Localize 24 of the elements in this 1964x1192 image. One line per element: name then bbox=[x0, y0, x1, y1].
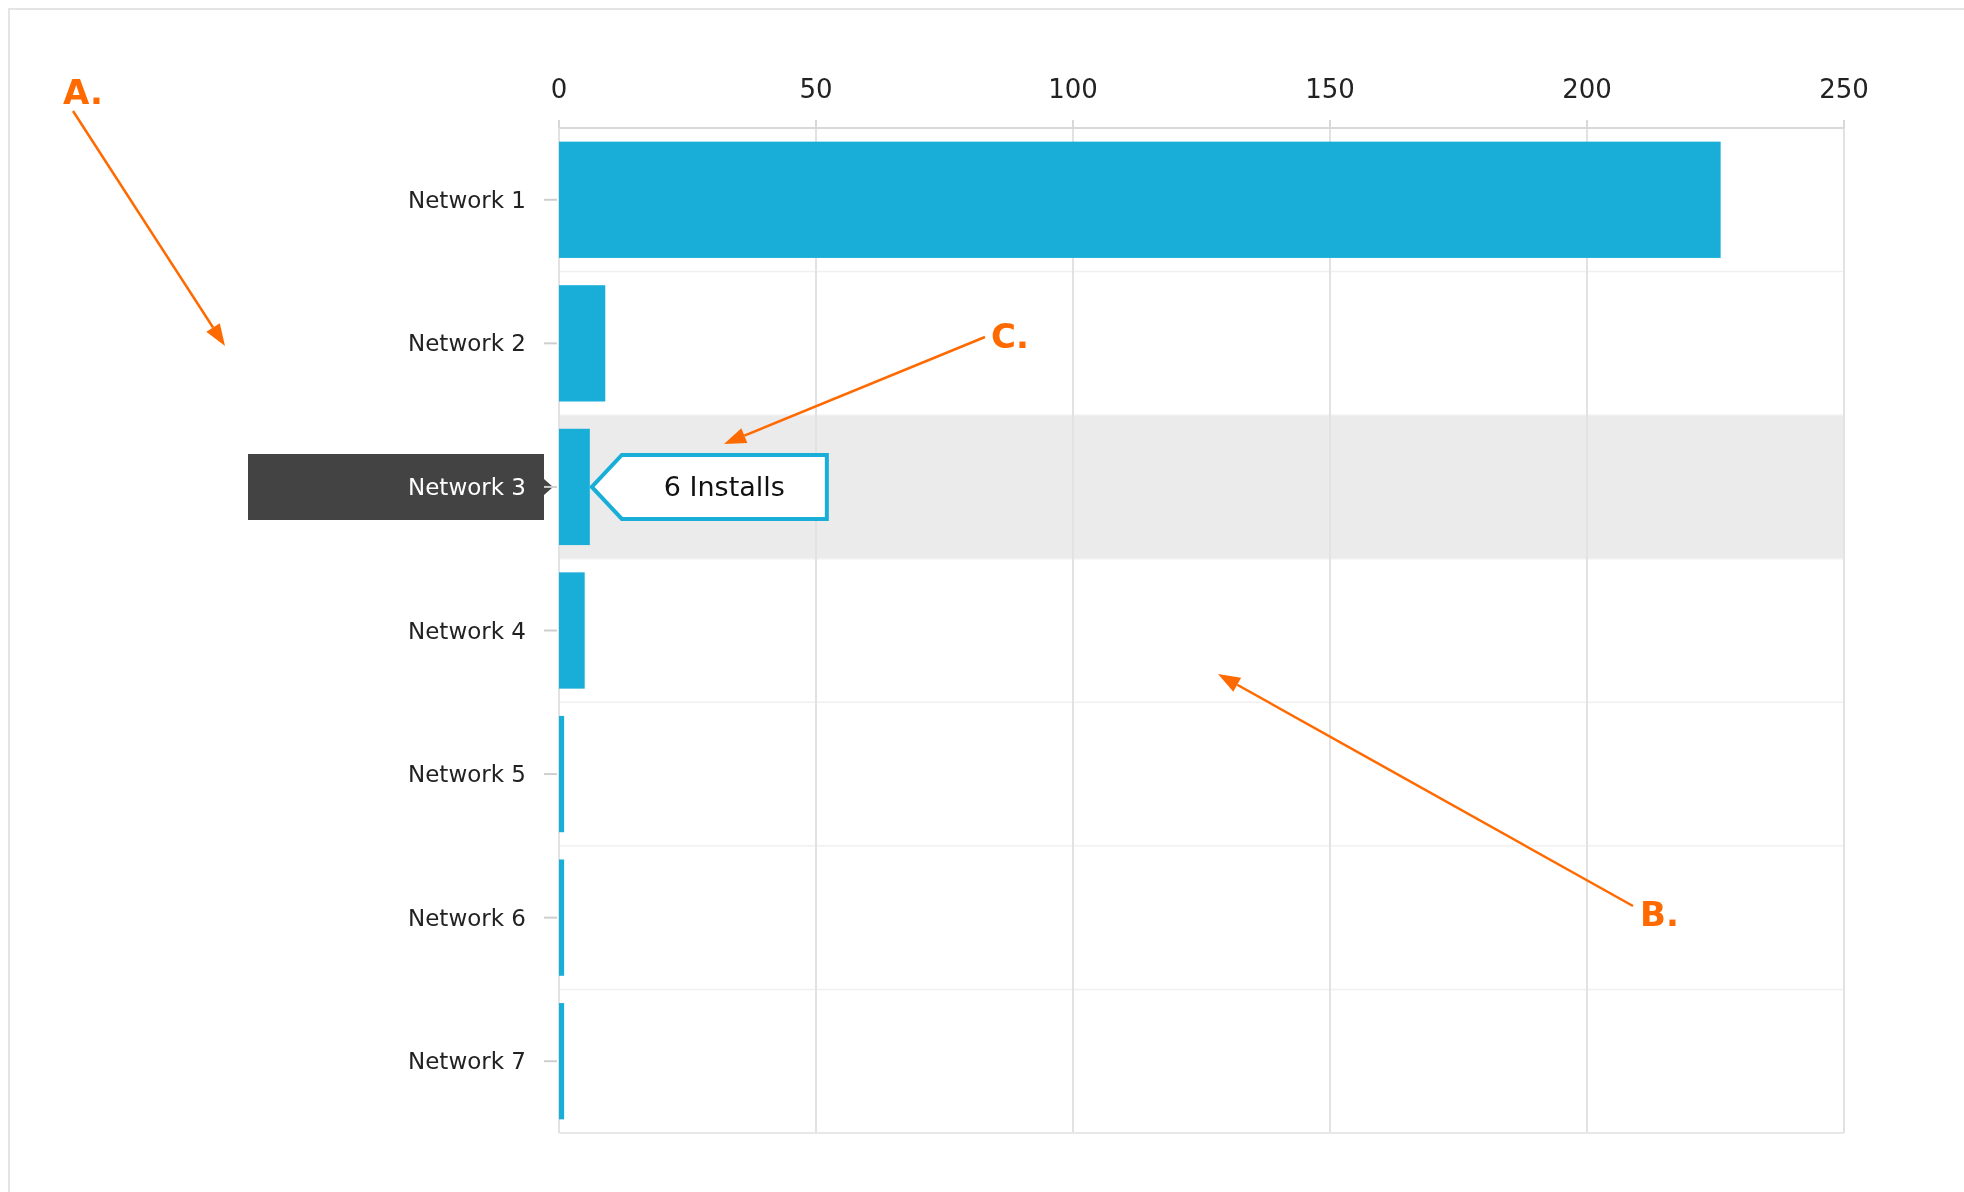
bar bbox=[559, 572, 585, 689]
x-tick-label: 100 bbox=[1048, 74, 1098, 104]
y-tick-label: Network 1 bbox=[408, 186, 526, 213]
y-tick-label: Network 5 bbox=[408, 761, 526, 788]
x-tick-label: 200 bbox=[1562, 74, 1612, 104]
y-tick-label: Network 3 bbox=[408, 473, 526, 500]
bar bbox=[559, 715, 565, 833]
bar bbox=[559, 285, 606, 402]
bar bbox=[559, 428, 590, 546]
x-tick-label: 50 bbox=[799, 74, 833, 104]
x-tick-label: 0 bbox=[550, 74, 568, 104]
annotation: C. bbox=[991, 316, 1029, 356]
bar bbox=[559, 859, 565, 976]
y-tick-label: Network 7 bbox=[408, 1048, 526, 1075]
bar bbox=[559, 1003, 565, 1120]
annotation: 6 Installs bbox=[663, 470, 785, 502]
annotation: B. bbox=[1640, 894, 1679, 934]
y-tick-label: Network 2 bbox=[408, 330, 526, 357]
y-tick-label: Network 6 bbox=[408, 904, 526, 931]
x-tick-label: 150 bbox=[1305, 74, 1355, 104]
x-tick-label: 250 bbox=[1819, 74, 1869, 104]
bar bbox=[559, 141, 1721, 258]
text: A. bbox=[63, 72, 103, 112]
y-tick-label: Network 4 bbox=[408, 617, 526, 644]
